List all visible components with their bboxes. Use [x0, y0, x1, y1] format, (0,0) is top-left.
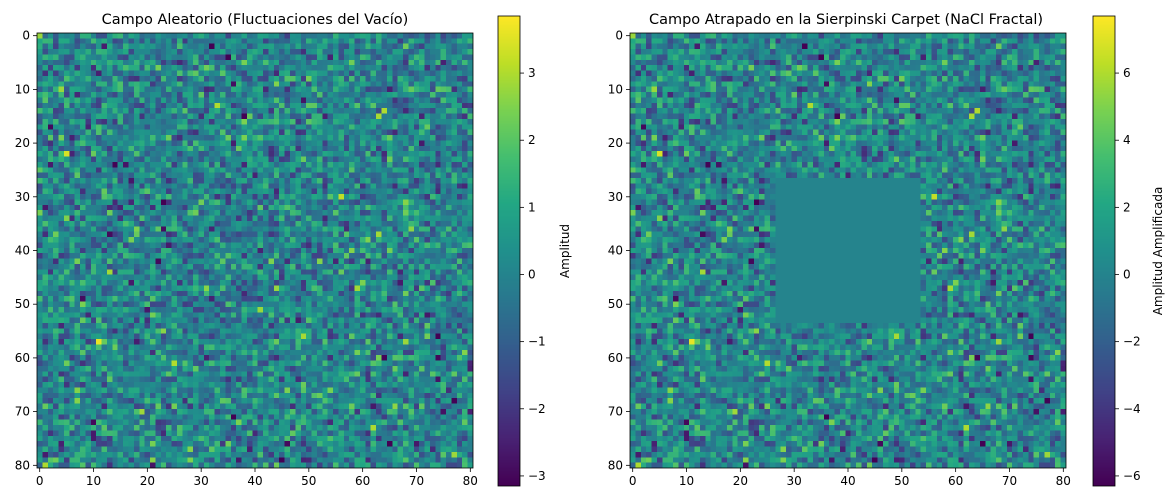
- right-colorbar: [1093, 16, 1115, 486]
- left-y-tick-label: 30: [15, 190, 30, 204]
- left-x-tick-label: 40: [247, 474, 262, 488]
- left-x-tick-label: 10: [86, 474, 101, 488]
- left-cbar-tick-label: 2: [528, 133, 536, 147]
- right-x-tick-label: 0: [629, 474, 637, 488]
- left-cbar-tick-label: −2: [528, 402, 546, 416]
- left-y-tick-label: 50: [15, 297, 30, 311]
- right-colorbar-ticks: 6 4 2 0 −2 −4 −6: [1115, 66, 1141, 483]
- left-heatmap: [37, 33, 473, 468]
- left-cbar-tick-label: 1: [528, 200, 536, 214]
- right-y-tick-label: 40: [608, 244, 623, 258]
- left-cbar-tick-label: 3: [528, 66, 536, 80]
- right-x-tick-label: 80: [1056, 474, 1071, 488]
- right-panel: Campo Atrapado en la Sierpinski Carpet (…: [608, 12, 1165, 488]
- left-x-tick-label: 60: [355, 474, 370, 488]
- right-colorbar-label: Amplitud Amplificada: [1151, 187, 1165, 316]
- right-x-tick-label: 50: [894, 474, 909, 488]
- left-y-tick-label: 40: [15, 244, 30, 258]
- right-heatmap: [630, 33, 1066, 468]
- right-y-tick-label: 20: [608, 136, 623, 150]
- right-x-tick-label: 20: [733, 474, 748, 488]
- left-title: Campo Aleatorio (Fluctuaciones del Vacío…: [102, 12, 409, 28]
- right-y-tick-label: 0: [615, 29, 623, 43]
- right-y-tick-label: 80: [608, 458, 623, 472]
- left-y-axis: 0 10 20 30 40 50 60 70 80: [15, 29, 37, 472]
- right-cbar-tick-label: −4: [1123, 402, 1141, 416]
- left-colorbar-frame: [497, 15, 521, 487]
- left-cbar-tick-label: −1: [528, 335, 546, 349]
- left-x-tick-label: 70: [409, 474, 424, 488]
- right-cbar-tick-label: −2: [1123, 335, 1141, 349]
- left-y-tick-label: 60: [15, 351, 30, 365]
- left-y-tick-label: 70: [15, 405, 30, 419]
- right-y-tick-label: 70: [608, 405, 623, 419]
- left-x-tick-label: 80: [463, 474, 478, 488]
- left-y-tick-label: 10: [15, 82, 30, 96]
- right-x-tick-label: 30: [787, 474, 802, 488]
- right-title: Campo Atrapado en la Sierpinski Carpet (…: [649, 12, 1043, 28]
- right-x-tick-label: 70: [1002, 474, 1017, 488]
- left-x-tick-label: 0: [36, 474, 44, 488]
- left-cbar-tick-label: −3: [528, 469, 546, 483]
- left-y-tick-label: 20: [15, 136, 30, 150]
- right-cbar-tick-label: 2: [1123, 200, 1131, 214]
- right-y-tick-label: 50: [608, 297, 623, 311]
- left-x-tick-label: 50: [301, 474, 316, 488]
- right-x-axis: 0 10 20 30 40 50 60 70 80: [629, 468, 1071, 488]
- right-x-tick-label: 40: [840, 474, 855, 488]
- left-colorbar: [498, 16, 520, 486]
- right-y-tick-label: 30: [608, 190, 623, 204]
- left-x-tick-label: 30: [194, 474, 209, 488]
- left-colorbar-label: Amplitud: [558, 224, 572, 278]
- right-cbar-tick-label: −6: [1123, 469, 1141, 483]
- left-panel: Campo Aleatorio (Fluctuaciones del Vacío…: [15, 12, 572, 488]
- left-x-axis: 0 10 20 30 40 50 60 70 80: [36, 468, 478, 488]
- right-y-axis: 0 10 20 30 40 50 60 70 80: [608, 29, 630, 472]
- right-colorbar-frame: [1092, 15, 1116, 487]
- right-cbar-tick-label: 6: [1123, 66, 1131, 80]
- left-x-tick-label: 20: [140, 474, 155, 488]
- right-x-tick-label: 10: [679, 474, 694, 488]
- left-y-tick-label: 0: [22, 29, 30, 43]
- right-y-tick-label: 10: [608, 82, 623, 96]
- left-y-tick-label: 80: [15, 458, 30, 472]
- right-cbar-tick-label: 4: [1123, 133, 1131, 147]
- right-x-tick-label: 60: [948, 474, 963, 488]
- right-cbar-tick-label: 0: [1123, 268, 1131, 282]
- left-colorbar-ticks: 3 2 1 0 −1 −2 −3: [520, 66, 546, 483]
- left-cbar-tick-label: 0: [528, 268, 536, 282]
- right-y-tick-label: 60: [608, 351, 623, 365]
